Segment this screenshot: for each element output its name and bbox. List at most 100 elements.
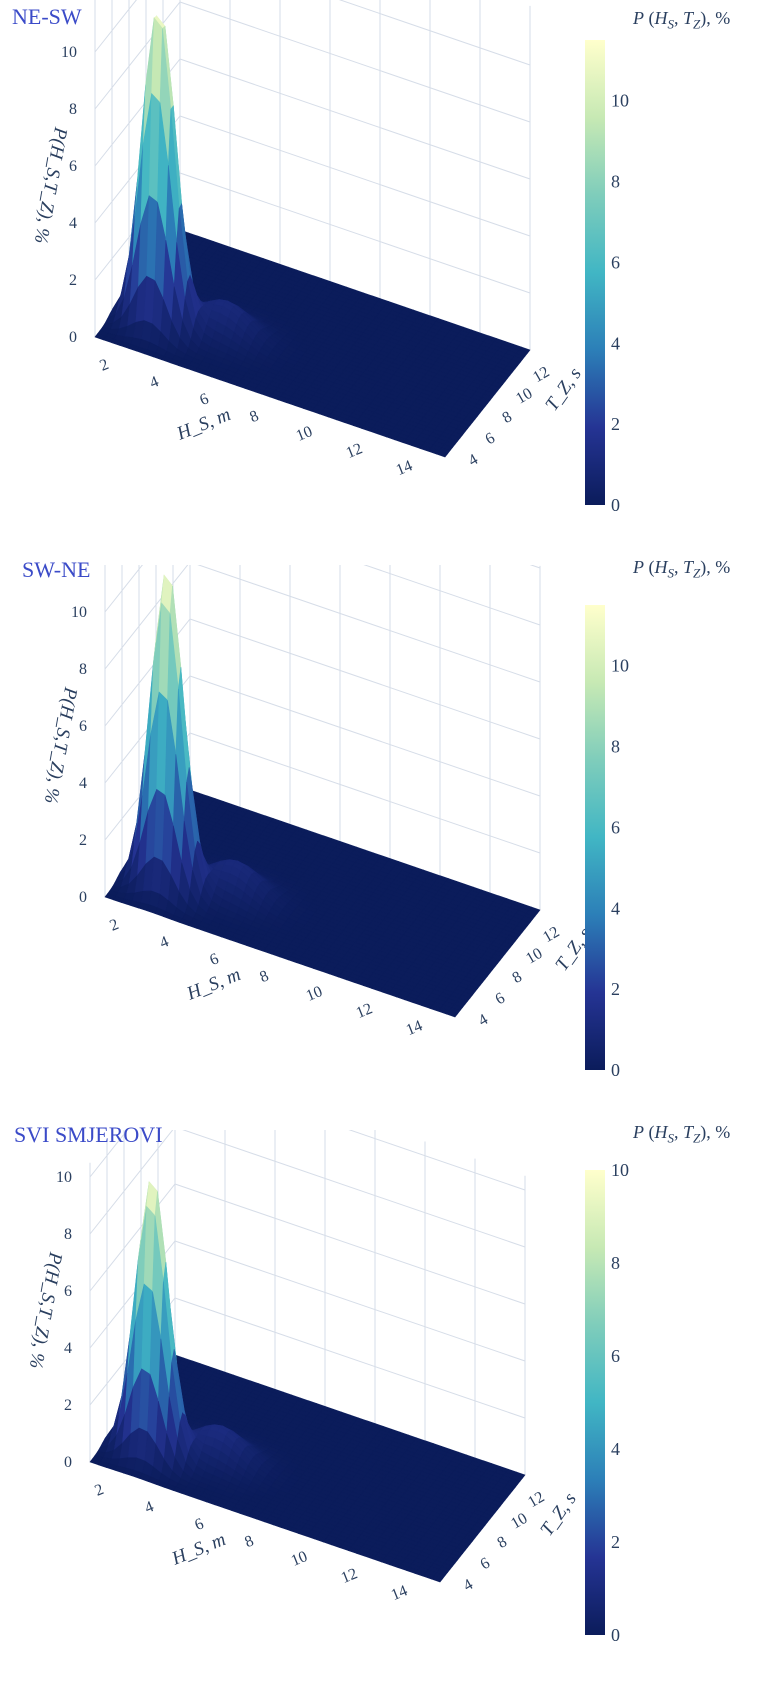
colorbar-tick-label: 6 — [611, 1346, 620, 1366]
x-axis-title: H_S, m — [173, 404, 234, 445]
chart-title: NE-SW — [12, 4, 82, 29]
z-tick-label: 8 — [64, 1226, 72, 1243]
surface-patch — [446, 1010, 458, 1018]
surface-patch — [436, 450, 448, 458]
z-tick-label: 8 — [79, 661, 87, 678]
y-tick-label: 8 — [510, 968, 525, 987]
surface — [94, 15, 531, 458]
z-tick-label: 10 — [56, 1169, 72, 1186]
z-tick-label: 4 — [64, 1340, 72, 1357]
x-tick-label: 6 — [207, 950, 221, 969]
surface — [89, 1181, 526, 1583]
z-tick-label: 6 — [64, 1283, 72, 1300]
x-tick-label: 14 — [389, 1582, 410, 1604]
colorbar-tick-label: 10 — [611, 1160, 629, 1180]
z-tick-label: 0 — [69, 329, 77, 346]
x-tick-label: 4 — [142, 1498, 156, 1517]
colorbar — [585, 605, 605, 1070]
x-tick-label: 14 — [404, 1017, 425, 1039]
surface-patch — [431, 1575, 443, 1583]
z-tick-label: 0 — [79, 889, 87, 906]
y-tick-label: 12 — [530, 363, 552, 386]
colorbar-title: P (HS, TZ), % — [633, 1122, 731, 1146]
z-tick-label: 2 — [69, 272, 77, 289]
x-tick-label: 6 — [192, 1515, 206, 1534]
z-gridline — [529, 565, 541, 569]
y-tick-label: 4 — [466, 451, 481, 470]
y-tick-label: 10 — [523, 945, 545, 968]
y-tick-label: 10 — [513, 385, 535, 408]
x-axis-title: H_S, m — [168, 1529, 229, 1570]
colorbar-tick-label: 0 — [611, 495, 620, 515]
y-tick-label: 12 — [525, 1488, 547, 1511]
y-tick-label: 4 — [461, 1576, 476, 1595]
x-axis-title: H_S, m — [183, 964, 244, 1005]
chart-panel-1: 2 4 6 8 10 12 14 4 6 8 10 12 0 2 4 6 8 10 H_S, m T_Z, s P(H_… — [0, 0, 758, 565]
z-tick-label: 6 — [69, 158, 77, 175]
chart-title: SVI SMJEROVI — [14, 1122, 163, 1147]
x-tick-label: 12 — [354, 1000, 375, 1022]
colorbar-title: P (HS, TZ), % — [633, 557, 731, 581]
z-axis-title: P(H_S,T_Z), % — [25, 1250, 66, 1371]
z-tick-label: 4 — [79, 775, 87, 792]
y-tick-label: 4 — [476, 1011, 491, 1030]
colorbar-tick-label: 6 — [611, 817, 620, 837]
z-tick-label: 10 — [71, 604, 87, 621]
x-tick-label: 12 — [339, 1565, 360, 1587]
y-tick-label: 8 — [495, 1533, 510, 1552]
z-gridline — [89, 1130, 526, 1191]
z-tick-label: 2 — [79, 832, 87, 849]
colorbar-tick-label: 0 — [611, 1060, 620, 1080]
colorbar-tick-label: 4 — [611, 1439, 620, 1459]
x-tick-label: 4 — [157, 933, 171, 952]
y-tick-label: 6 — [478, 1555, 493, 1574]
surface-plot-2: 24681012144681012024681012H_S, mT_Z, sP(… — [40, 565, 629, 1080]
z-tick-label: 2 — [64, 1397, 72, 1414]
z-gridline — [104, 565, 541, 626]
x-tick-label: 10 — [289, 1548, 310, 1570]
y-tick-label: 6 — [483, 430, 498, 449]
x-tick-label: 14 — [394, 457, 415, 479]
x-tick-label: 10 — [294, 423, 315, 445]
x-tick-label: 12 — [344, 440, 365, 462]
colorbar-tick-label: 0 — [611, 1625, 620, 1645]
x-tick-label: 2 — [97, 356, 111, 375]
colorbar-tick-label: 8 — [611, 737, 620, 757]
chart-panel-2: 24681012144681012024681012H_S, mT_Z, sP(… — [0, 557, 758, 1130]
z-tick-label: 4 — [69, 215, 77, 232]
z-gridline — [89, 1130, 526, 1248]
y-tick-label: 8 — [500, 408, 515, 427]
y-tick-label: 10 — [508, 1510, 530, 1533]
z-axis-title: P(H_S,T_Z), % — [40, 685, 81, 806]
colorbar-tick-label: 10 — [611, 91, 629, 111]
x-tick-label: 2 — [107, 916, 121, 935]
x-tick-label: 8 — [257, 967, 271, 986]
y-tick-label: 6 — [493, 990, 508, 1009]
z-tick-label: 10 — [61, 44, 77, 61]
colorbar-tick-label: 4 — [611, 333, 620, 353]
z-axis-title: P(H_S,T_Z), % — [30, 125, 71, 246]
colorbar-tick-label: 8 — [611, 1253, 620, 1273]
colorbar-tick-label: 2 — [611, 1532, 620, 1552]
z-tick-label: 8 — [69, 101, 77, 118]
z-tick-label: 0 — [64, 1454, 72, 1471]
x-tick-label: 10 — [304, 983, 325, 1005]
colorbar-tick-label: 8 — [611, 172, 620, 192]
x-tick-label: 4 — [147, 373, 161, 392]
colorbar-tick-label: 2 — [611, 414, 620, 434]
colorbar-title: P (HS, TZ), % — [633, 8, 731, 32]
x-tick-label: 8 — [247, 407, 261, 426]
colorbar-tick-label: 6 — [611, 252, 620, 272]
chart-panel-3: 2 4 6 8 10 12 14 4 6 8 10 12 0 2 4 6 8 10 H_S, m T_Z, s P(H_… — [0, 1122, 758, 1695]
z-gridline — [104, 565, 541, 683]
x-tick-label: 6 — [197, 390, 211, 409]
x-tick-label: 8 — [242, 1532, 256, 1551]
chart-title: SW-NE — [22, 557, 91, 582]
colorbar-tick-label: 2 — [611, 979, 620, 999]
colorbar — [585, 1170, 605, 1635]
x-tick-label: 2 — [92, 1481, 106, 1500]
surface — [104, 574, 541, 1018]
z-tick-label: 6 — [79, 718, 87, 735]
